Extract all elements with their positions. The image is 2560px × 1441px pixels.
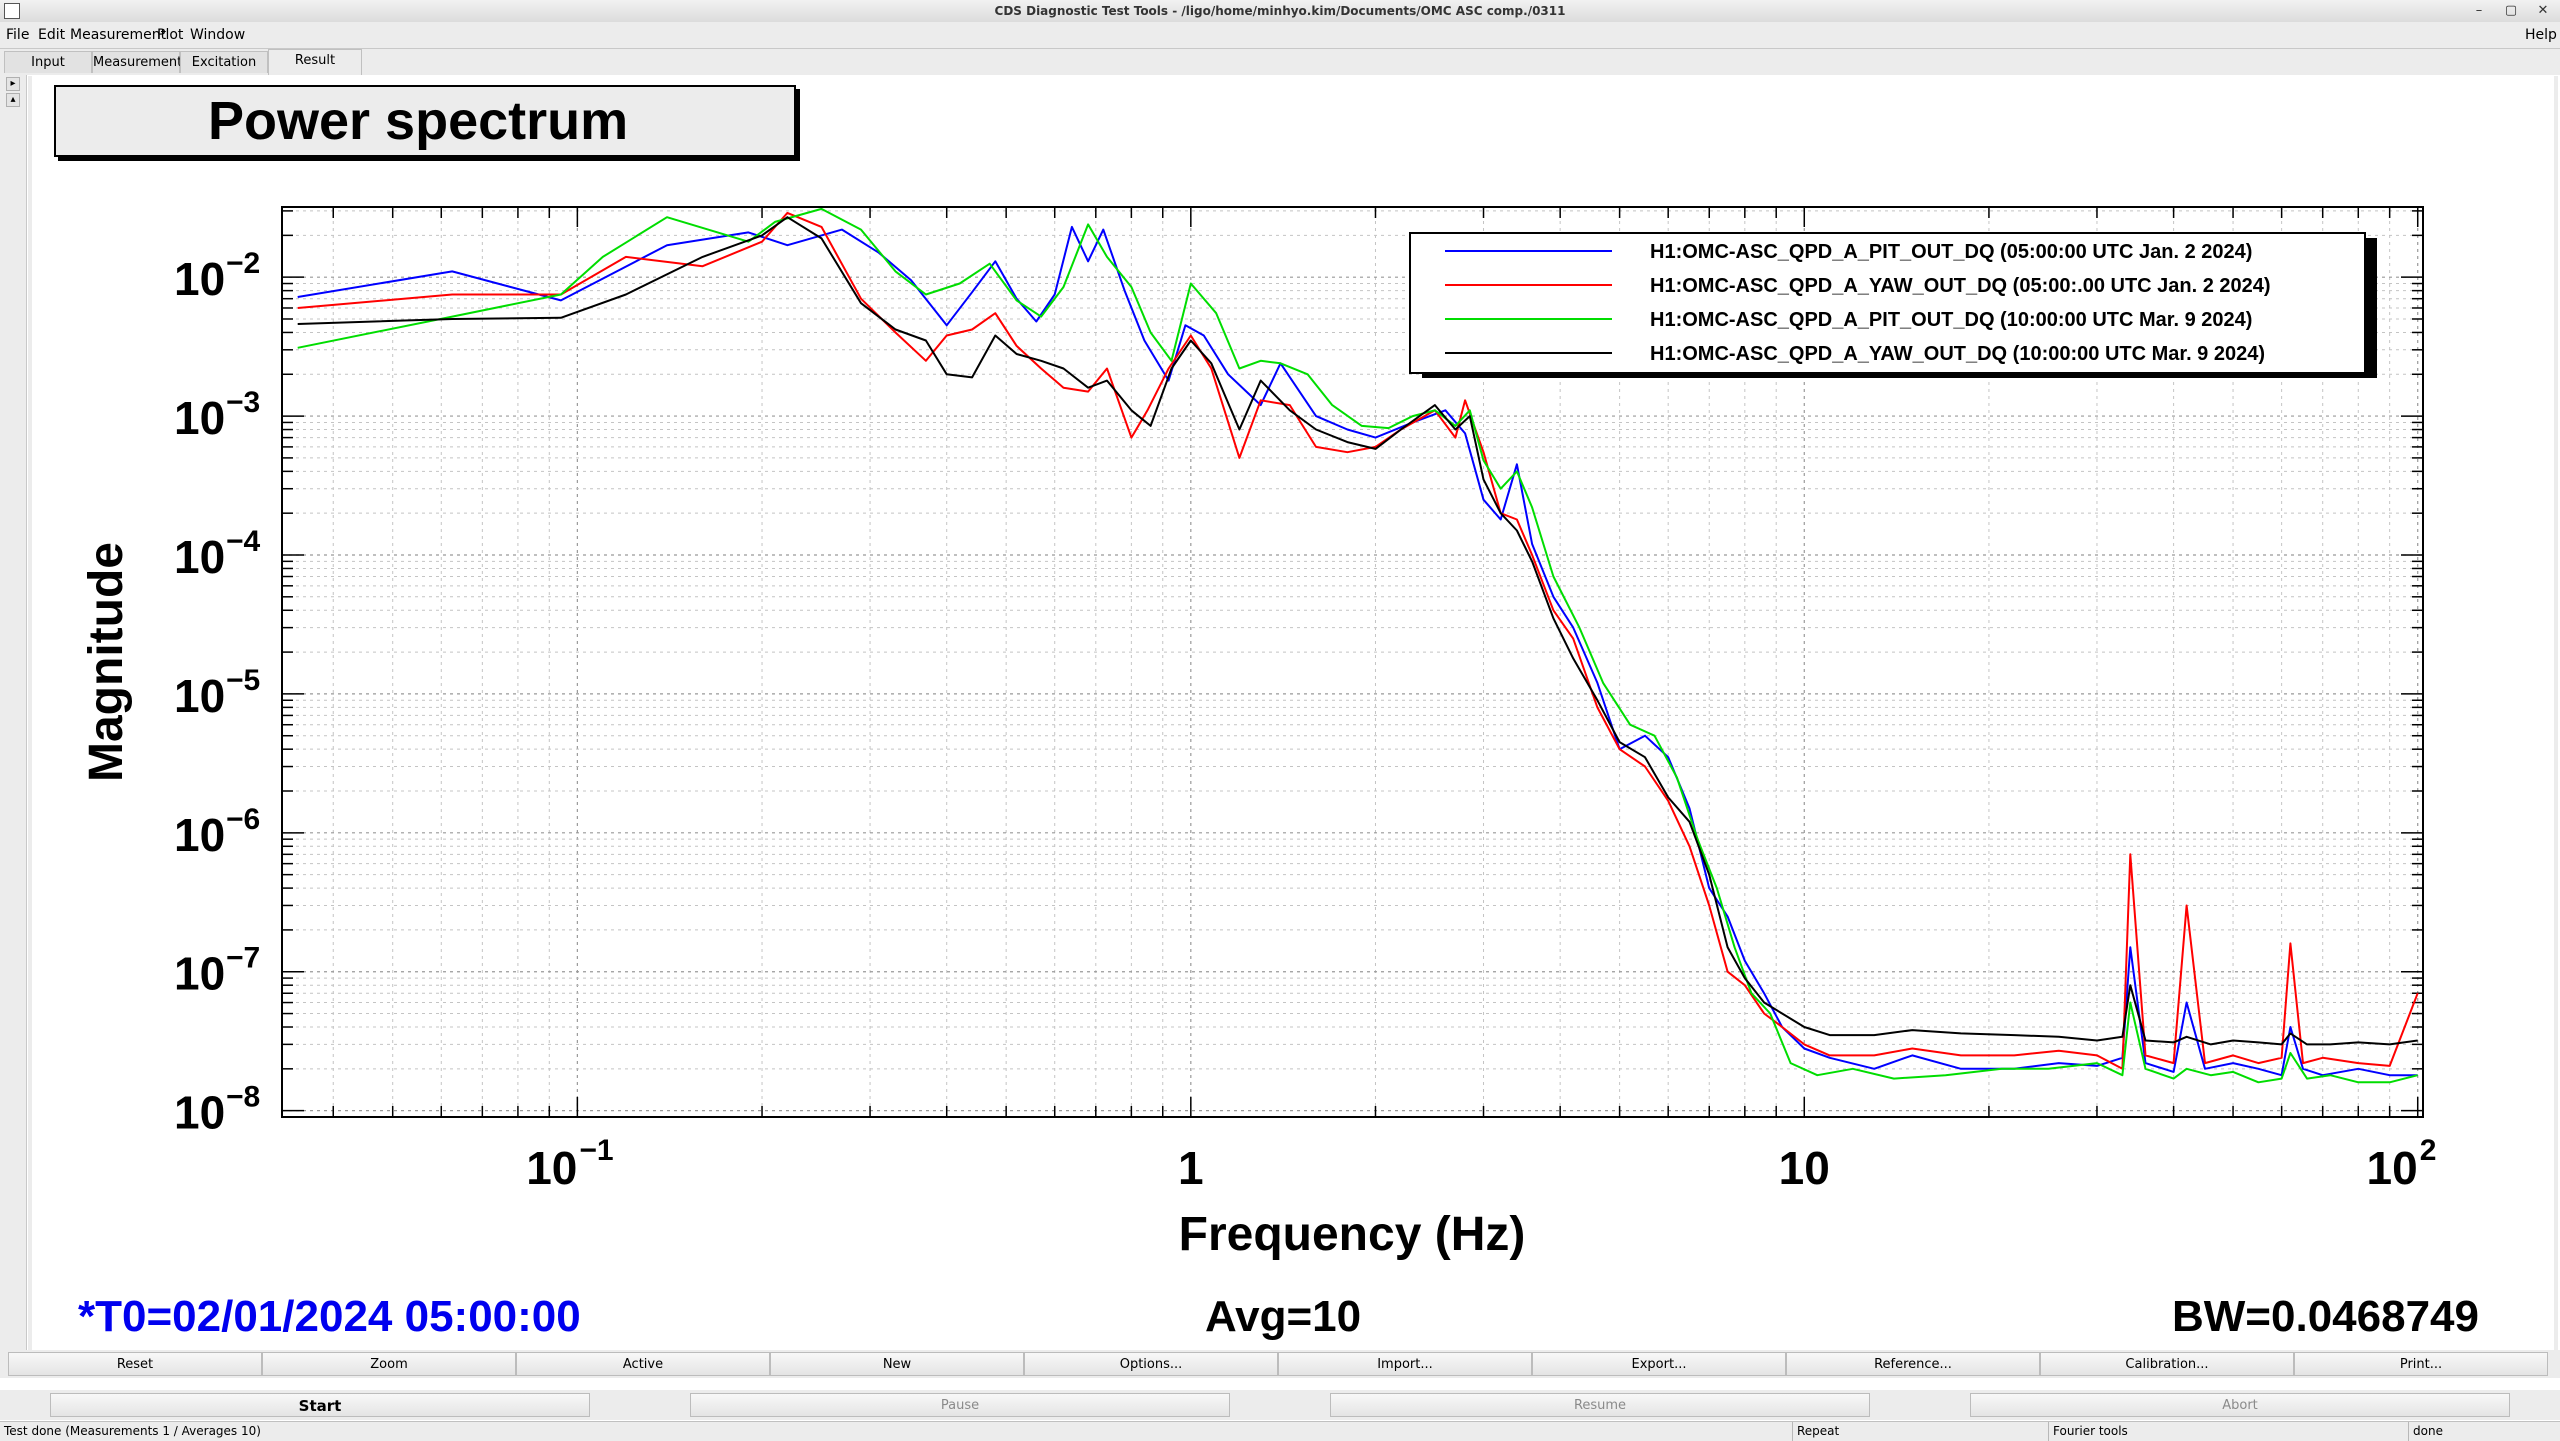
menu-file[interactable]: File <box>6 27 30 43</box>
legend-box <box>1409 232 2366 374</box>
axis-ticks <box>282 207 2423 1118</box>
x-tick-exponent: 2 <box>2420 1134 2437 1167</box>
window-menu-icon[interactable] <box>4 3 20 19</box>
status-message: Test done (Measurements 1 / Averages 10) <box>4 1424 261 1438</box>
left-collapse-strip: ▸ ▴ <box>0 75 27 1350</box>
status-mode: Fourier tools <box>2048 1422 2408 1441</box>
tab-measurement[interactable]: Measurement <box>92 51 182 73</box>
active-button[interactable]: Active <box>516 1352 770 1376</box>
tab-result[interactable]: Result <box>268 49 362 75</box>
x-tick-label: 1 <box>1178 1142 1204 1194</box>
bandwidth-text: BW=0.0468749 <box>2172 1292 2479 1341</box>
minimize-icon[interactable]: – <box>2475 3 2483 18</box>
y-tick-label: 10 <box>174 948 225 1000</box>
print-button[interactable]: Print... <box>2294 1352 2548 1376</box>
y-tick-label: 10 <box>174 531 225 583</box>
export-button[interactable]: Export... <box>1532 1352 1786 1376</box>
legend: H1:OMC-ASC_QPD_A_PIT_OUT_DQ (05:00:00 UT… <box>1409 232 2377 378</box>
plot-title: Power spectrum <box>54 85 796 157</box>
y-tick-label: 10 <box>174 1087 225 1139</box>
status-state: done <box>2408 1422 2560 1441</box>
tab-bar: Input Measurement Excitation Result <box>0 49 2560 75</box>
series-lines <box>297 207 2419 1084</box>
x-tick-exponent: −1 <box>579 1134 613 1167</box>
reset-button[interactable]: Reset <box>8 1352 262 1376</box>
maximize-icon[interactable]: ▢ <box>2504 3 2518 18</box>
status-bar: Test done (Measurements 1 / Averages 10)… <box>0 1421 2560 1441</box>
x-tick-label: 10 <box>2367 1142 2418 1194</box>
y-tick-labels: 10−210−310−410−510−610−710−8 <box>174 247 261 1138</box>
x-tick-labels: 10 −1 1 10 10 2 <box>526 1134 2436 1194</box>
import-button[interactable]: Import... <box>1278 1352 1532 1376</box>
collapse-up-icon[interactable]: ▴ <box>6 93 20 107</box>
tab-excitation[interactable]: Excitation <box>180 51 268 73</box>
series-line-1 <box>297 225 2418 1077</box>
legend-label-4: H1:OMC-ASC_QPD_A_YAW_OUT_DQ (10:00:00 UT… <box>1650 343 2265 365</box>
y-tick-exponent: −2 <box>226 247 260 280</box>
menu-help[interactable]: Help <box>2525 27 2557 43</box>
grid <box>282 207 2423 1118</box>
average-count: Avg=10 <box>1205 1292 1362 1341</box>
y-tick-label: 10 <box>174 253 225 305</box>
expand-right-icon[interactable]: ▸ <box>6 77 20 91</box>
legend-label-3: H1:OMC-ASC_QPD_A_PIT_OUT_DQ (10:00:00 UT… <box>1650 309 2252 331</box>
t0-text: *T0=02/01/2024 05:00:00 <box>78 1292 581 1341</box>
menu-measurement[interactable]: Measurement <box>70 27 167 43</box>
menu-window[interactable]: Window <box>190 27 246 43</box>
axes-frame <box>281 206 2424 1118</box>
y-tick-exponent: −8 <box>226 1081 260 1114</box>
window-title: CDS Diagnostic Test Tools - /ligo/home/m… <box>994 4 1566 18</box>
pause-button[interactable]: Pause <box>690 1393 1230 1417</box>
y-tick-exponent: −5 <box>226 664 260 697</box>
y-axis-label: Magnitude <box>80 542 133 782</box>
series-line-3 <box>297 207 2418 1084</box>
menu-bar: File Edit Measurement Plot Window Help <box>0 22 2560 49</box>
y-tick-label: 10 <box>174 670 225 722</box>
y-tick-label: 10 <box>174 809 225 861</box>
start-button[interactable]: Start <box>50 1393 590 1417</box>
legend-label-2: H1:OMC-ASC_QPD_A_YAW_OUT_DQ (05:00:.00 U… <box>1650 275 2271 297</box>
y-tick-exponent: −7 <box>226 942 260 975</box>
menu-plot[interactable]: Plot <box>157 27 184 43</box>
series-line-2 <box>297 211 2419 1070</box>
y-tick-exponent: −6 <box>226 803 260 836</box>
new-button[interactable]: New <box>770 1352 1024 1376</box>
reference-button[interactable]: Reference... <box>1786 1352 2040 1376</box>
series-line-4 <box>297 216 2418 1046</box>
y-tick-label: 10 <box>174 392 225 444</box>
y-tick-exponent: −4 <box>226 525 261 558</box>
options-button[interactable]: Options... <box>1024 1352 1278 1376</box>
control-button-bar: Start Pause Resume Abort <box>0 1390 2560 1420</box>
zoom-button[interactable]: Zoom <box>262 1352 516 1376</box>
y-tick-exponent: −3 <box>226 386 260 419</box>
plot-button-bar: Reset Zoom Active New Options... Import.… <box>0 1350 2560 1378</box>
close-icon[interactable]: ✕ <box>2537 3 2549 18</box>
calibration-button[interactable]: Calibration... <box>2040 1352 2294 1376</box>
x-tick-label: 10 <box>526 1142 577 1194</box>
legend-label-1: H1:OMC-ASC_QPD_A_PIT_OUT_DQ (05:00:00 UT… <box>1650 241 2252 263</box>
status-repeat: Repeat <box>1792 1422 2048 1441</box>
tab-input[interactable]: Input <box>4 51 92 73</box>
abort-button[interactable]: Abort <box>1970 1393 2510 1417</box>
resume-button[interactable]: Resume <box>1330 1393 1870 1417</box>
x-tick-label: 10 <box>1779 1142 1830 1194</box>
menu-edit[interactable]: Edit <box>38 27 66 43</box>
x-axis-label: Frequency (Hz) <box>1179 1208 1526 1261</box>
